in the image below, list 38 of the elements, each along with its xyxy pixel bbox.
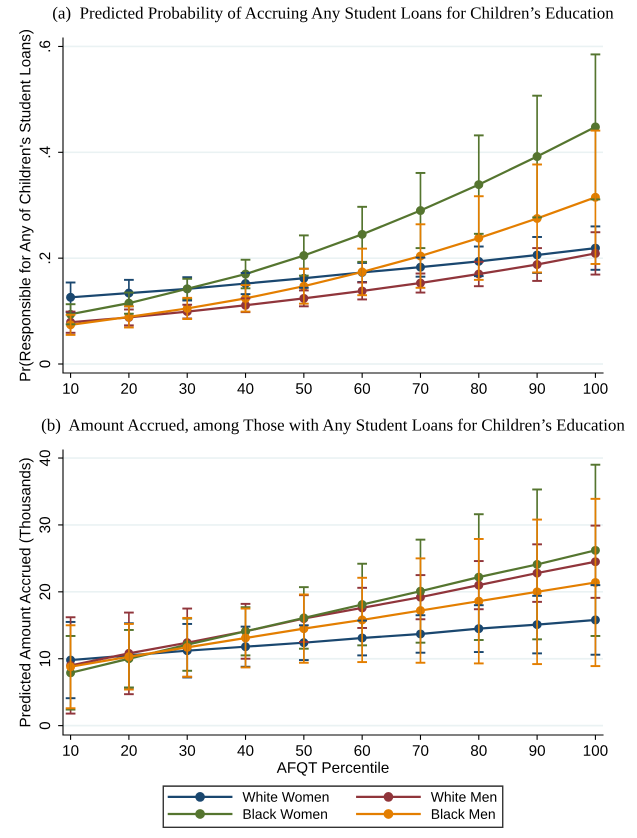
x-tick-label: 10 xyxy=(63,383,78,394)
y-tick-label: .4 xyxy=(40,146,50,158)
y-tick-label: 20 xyxy=(39,584,50,600)
x-tick-label: 40 xyxy=(237,383,254,394)
y-tick-label: 0 xyxy=(39,722,50,730)
x-tick-label: 100 xyxy=(584,745,608,756)
x-tick-label: 70 xyxy=(412,745,428,756)
x-tick-label: 90 xyxy=(529,383,546,394)
x-tick-label: 10 xyxy=(63,745,78,756)
x-tick-label: 100 xyxy=(584,383,608,394)
legend-label: Black Men xyxy=(432,808,495,819)
legend-label: Black Women xyxy=(244,808,327,819)
y-tick-label: 0 xyxy=(39,360,50,368)
x-tick-label: 60 xyxy=(354,383,370,394)
x-axis-title: AFQT Percentile xyxy=(276,762,389,776)
y-axis-title: Predicted Amount Accrued (Thousands) xyxy=(19,458,34,726)
y-tick-label: .2 xyxy=(39,252,50,264)
chart-title: (b) Amount Accrued, among Those with Any Student Loans for Children’s Education xyxy=(42,418,625,434)
legend-label: White Women xyxy=(242,792,329,802)
x-tick-label: 40 xyxy=(237,745,254,756)
legend-label: White Men xyxy=(430,792,496,802)
x-tick-label: 20 xyxy=(121,745,137,756)
x-tick-label: 80 xyxy=(470,383,487,394)
x-tick-label: 80 xyxy=(470,745,487,756)
y-tick-label: 40 xyxy=(39,450,50,466)
x-tick-label: 50 xyxy=(296,745,312,756)
x-tick-label: 20 xyxy=(121,383,137,394)
x-tick-label: 70 xyxy=(412,383,428,394)
y-tick-label: 30 xyxy=(39,517,50,533)
chart-title: (a) Predicted Probability of Accruing Any Student Loans for Children’s Education xyxy=(53,6,614,22)
x-tick-label: 30 xyxy=(179,745,196,756)
y-tick-label: 10 xyxy=(39,650,50,666)
y-tick-label: .6 xyxy=(39,40,50,52)
x-tick-label: 50 xyxy=(296,383,312,394)
x-tick-label: 30 xyxy=(179,383,196,394)
x-tick-label: 90 xyxy=(529,745,546,756)
y-axis-title: Pr(Responsible for Any of Children's Student Loans) xyxy=(19,30,34,381)
x-tick-label: 60 xyxy=(354,745,370,756)
